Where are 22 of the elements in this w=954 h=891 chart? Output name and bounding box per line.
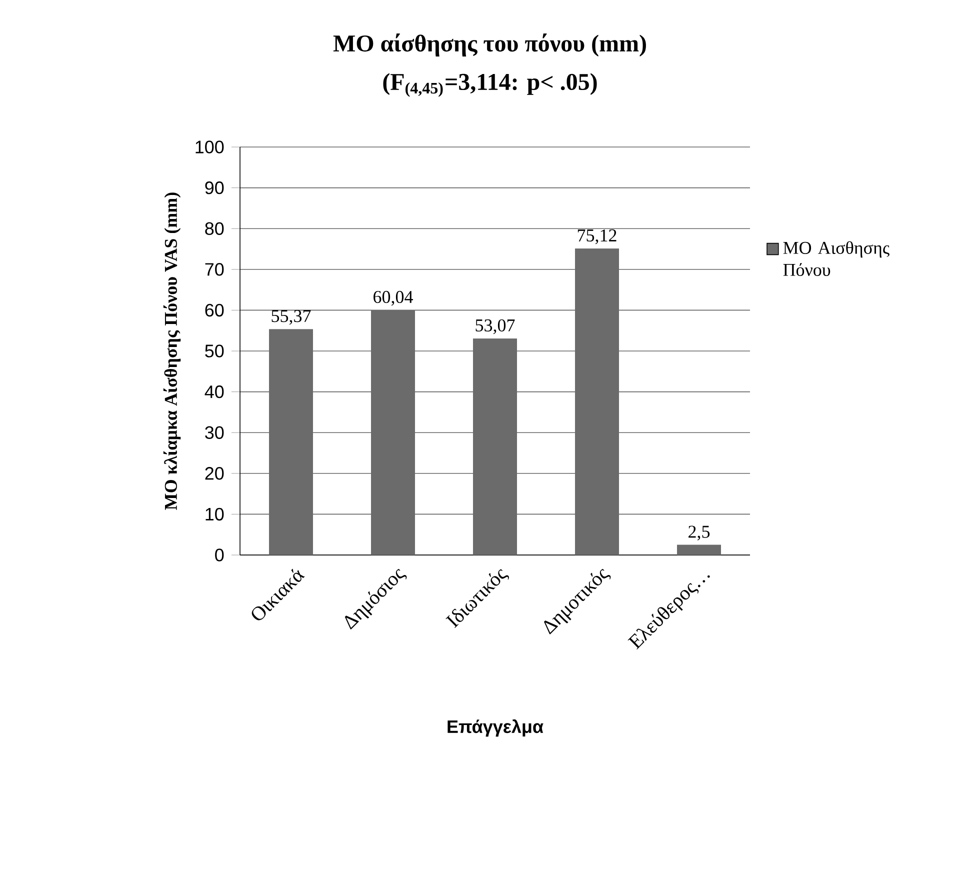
legend-label: ΜΟ Αισθησης Πόνου bbox=[783, 241, 890, 276]
data-label: 53,07 bbox=[476, 319, 515, 334]
data-label: 55,37 bbox=[272, 310, 311, 325]
y-tick-label: 10 bbox=[206, 508, 224, 521]
y-tick-label: 40 bbox=[204, 385, 224, 398]
bar bbox=[677, 544, 721, 556]
y-axis-title: ΜΟ κλίαμκα Αίσθησης Πόνου VAS (mm) bbox=[163, 192, 181, 510]
data-label: 75,12 bbox=[578, 229, 616, 244]
y-tick-label: 70 bbox=[205, 263, 224, 276]
chart-subtitle: (F$_{(4,45)}$=3,114: p< .05) bbox=[383, 73, 597, 97]
y-tick-label: 90 bbox=[205, 181, 224, 194]
y-tick-label: 100 bbox=[196, 140, 224, 154]
y-tick-label: 30 bbox=[205, 426, 224, 439]
x-axis-title: Επάγγελμα bbox=[448, 719, 544, 737]
y-tick-label: 0 bbox=[215, 548, 224, 562]
chart-title: ΜΟ αίσθησης του πόνου (mm) bbox=[333, 34, 646, 56]
data-label: 60,04 bbox=[374, 290, 413, 306]
y-tick-label: 60 bbox=[205, 304, 224, 317]
y-tick-label: 20 bbox=[205, 467, 224, 480]
data-label: 2,5 bbox=[688, 526, 710, 540]
y-tick-label: 50 bbox=[205, 344, 224, 358]
y-tick-label: 80 bbox=[205, 222, 224, 235]
